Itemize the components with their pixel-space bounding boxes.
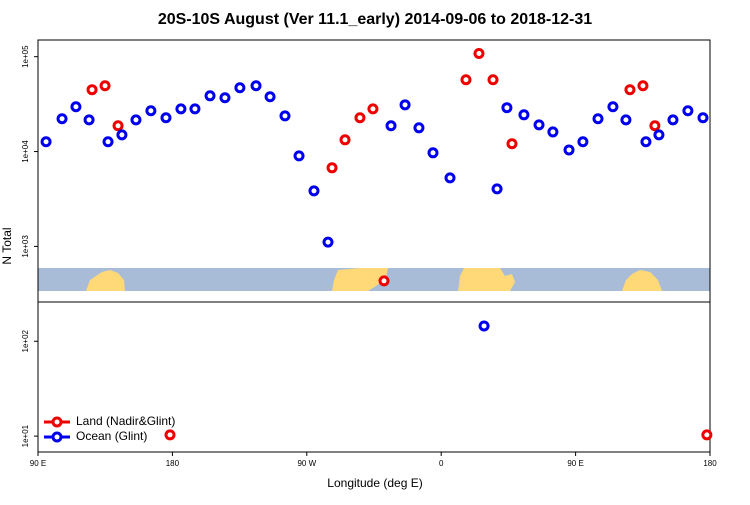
point xyxy=(649,120,661,132)
point xyxy=(682,105,694,117)
point xyxy=(607,101,619,113)
point xyxy=(322,236,334,248)
point xyxy=(592,113,604,125)
point xyxy=(293,150,305,162)
point xyxy=(40,136,52,148)
point xyxy=(637,80,649,92)
point xyxy=(385,120,397,132)
point xyxy=(427,147,439,159)
point xyxy=(624,84,636,96)
point xyxy=(189,103,201,115)
point xyxy=(640,136,652,148)
x-tick-label: 90 E xyxy=(567,459,583,468)
point xyxy=(378,275,390,287)
chart-title: 20S-10S August (Ver 11.1_early) 2014-09-… xyxy=(158,11,592,28)
legend-marker xyxy=(51,416,63,428)
point xyxy=(250,80,262,92)
point xyxy=(413,122,425,134)
x-tick-label: 0 xyxy=(439,459,444,468)
point xyxy=(70,101,82,113)
legend-marker xyxy=(51,431,63,443)
point xyxy=(86,84,98,96)
legend-label: Land (Nadir&Glint) xyxy=(76,414,175,428)
point xyxy=(563,144,575,156)
x-axis-label: Longitude (deg E) xyxy=(327,476,422,490)
x-tick-label: 90 W xyxy=(297,459,316,468)
x-tick-label: 180 xyxy=(703,459,717,468)
point xyxy=(667,114,679,126)
point xyxy=(130,114,142,126)
point xyxy=(577,136,589,148)
point xyxy=(653,129,665,141)
point xyxy=(533,119,545,131)
point xyxy=(160,112,172,124)
point xyxy=(620,114,632,126)
point xyxy=(264,91,276,103)
point xyxy=(99,80,111,92)
point xyxy=(697,112,709,124)
point xyxy=(473,48,485,60)
point xyxy=(701,429,713,441)
point xyxy=(326,162,338,174)
point xyxy=(367,103,379,115)
point xyxy=(354,112,366,124)
point xyxy=(219,92,231,104)
point xyxy=(460,74,472,86)
point xyxy=(56,113,68,125)
y-tick-label: 1e+05 xyxy=(21,45,30,68)
point xyxy=(102,136,114,148)
point xyxy=(234,82,246,94)
point xyxy=(164,429,176,441)
point xyxy=(308,185,320,197)
point xyxy=(491,183,503,195)
y-axis-label: N Total xyxy=(0,227,14,264)
point xyxy=(83,114,95,126)
y-tick-label: 1e+02 xyxy=(21,329,30,352)
legend-label: Ocean (Glint) xyxy=(76,429,147,443)
point xyxy=(501,102,513,114)
point xyxy=(279,110,291,122)
point xyxy=(487,74,499,86)
point xyxy=(145,105,157,117)
map-strip xyxy=(38,268,710,291)
point xyxy=(547,126,559,138)
point xyxy=(204,90,216,102)
point xyxy=(506,138,518,150)
y-tick-label: 1e+04 xyxy=(21,140,30,163)
point xyxy=(339,134,351,146)
x-tick-label: 90 E xyxy=(30,459,46,468)
x-tick-label: 180 xyxy=(166,459,180,468)
point xyxy=(175,103,187,115)
point xyxy=(116,129,128,141)
y-tick-label: 1e+01 xyxy=(21,424,30,447)
point xyxy=(112,120,124,132)
point xyxy=(518,109,530,121)
point xyxy=(478,320,490,332)
point xyxy=(399,99,411,111)
y-tick-label: 1e+03 xyxy=(21,235,30,258)
plot-frame xyxy=(37,39,711,453)
point xyxy=(444,172,456,184)
